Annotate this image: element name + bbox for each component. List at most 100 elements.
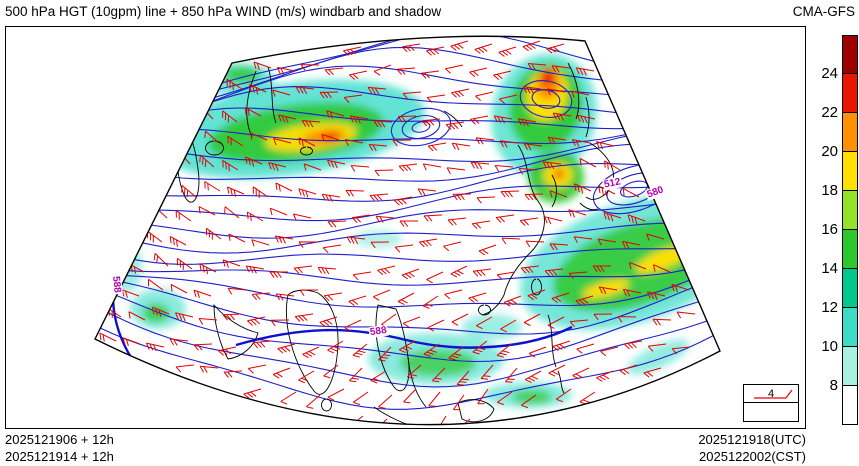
wind-barb bbox=[249, 84, 267, 95]
wind-barb bbox=[417, 188, 437, 196]
wind-barb bbox=[593, 313, 613, 321]
wind-barb bbox=[647, 343, 667, 352]
wind-barb bbox=[527, 289, 546, 301]
colorbar-block bbox=[842, 269, 858, 308]
wind-barb bbox=[619, 364, 638, 376]
wind-barb bbox=[346, 236, 366, 245]
wind-barb bbox=[298, 370, 315, 384]
wind-barb bbox=[475, 137, 495, 145]
wind-barb bbox=[604, 160, 621, 171]
wind-barb bbox=[169, 235, 187, 247]
wind-barb-legend-value: 4 bbox=[744, 385, 798, 403]
wind-barb bbox=[524, 370, 542, 384]
wind-barb bbox=[474, 43, 493, 54]
wind-barb-legend: 4 bbox=[743, 384, 799, 422]
wind-barb bbox=[351, 214, 371, 223]
wind-barb bbox=[274, 235, 294, 244]
wind-barb bbox=[445, 121, 465, 130]
wind-barb bbox=[555, 388, 572, 403]
valid-time-utc: 2025121918(UTC) bbox=[698, 432, 806, 447]
wind-barb bbox=[622, 187, 640, 198]
wind-barb bbox=[447, 217, 467, 226]
wind-barb bbox=[500, 319, 517, 333]
wind-barb bbox=[528, 346, 547, 358]
wind-barb bbox=[501, 237, 521, 245]
wind-barb bbox=[344, 139, 364, 147]
wind-barb bbox=[272, 89, 291, 97]
wind-barb bbox=[222, 313, 242, 321]
wind-barb bbox=[573, 236, 593, 244]
wind-barb bbox=[199, 154, 215, 168]
wind-barb bbox=[576, 114, 596, 124]
wind-barb bbox=[494, 165, 514, 172]
wind-barb bbox=[298, 241, 318, 248]
wind-barb bbox=[294, 313, 314, 322]
wind-barb bbox=[623, 340, 643, 350]
wind-barb bbox=[270, 319, 290, 327]
wind-barb bbox=[396, 67, 416, 75]
wind-barb bbox=[352, 391, 369, 406]
wind-barb bbox=[420, 70, 440, 79]
wind-barb bbox=[204, 181, 221, 192]
wind-barb bbox=[427, 142, 447, 152]
wind-barb bbox=[544, 268, 564, 277]
wind-barb bbox=[326, 110, 345, 119]
wind-barb bbox=[298, 137, 316, 147]
wind-barb bbox=[544, 216, 563, 225]
wind-barb bbox=[450, 265, 468, 278]
wind-barb bbox=[570, 90, 590, 98]
colorbar-tick-label: 12 bbox=[821, 299, 838, 316]
wind-barb bbox=[527, 63, 547, 71]
wind-barb bbox=[403, 388, 417, 404]
wind-barb bbox=[579, 158, 597, 168]
height-contour-line bbox=[95, 234, 720, 265]
wind-barb bbox=[175, 210, 192, 222]
wind-barb bbox=[525, 240, 545, 248]
wind-barb bbox=[277, 343, 296, 354]
height-contour-line bbox=[95, 220, 720, 254]
wind-barb bbox=[223, 370, 243, 378]
wind-barb bbox=[349, 70, 368, 80]
wind-barbs bbox=[99, 40, 696, 425]
wind-barb bbox=[344, 319, 362, 332]
wind-barb bbox=[643, 367, 662, 378]
wind-barb bbox=[452, 394, 465, 411]
wind-barb bbox=[222, 259, 241, 268]
wind-barb bbox=[503, 295, 522, 307]
wind-barb bbox=[493, 115, 513, 124]
height-contour-line bbox=[95, 302, 720, 410]
wind-barb bbox=[499, 94, 518, 104]
height-contour-line bbox=[95, 143, 720, 182]
wind-barb bbox=[175, 312, 194, 322]
wind-barb bbox=[368, 144, 388, 152]
wind-barb bbox=[653, 264, 671, 273]
map-plot-area: 4 512 580 588 588 bbox=[5, 26, 806, 429]
wind-barb bbox=[378, 346, 392, 362]
wind-barb bbox=[552, 340, 571, 352]
map-boundary bbox=[94, 35, 721, 426]
wind-barb bbox=[300, 64, 320, 71]
wind-barb bbox=[422, 295, 439, 309]
wind-barb bbox=[469, 67, 488, 78]
wind-barb bbox=[198, 206, 216, 216]
wind-barb bbox=[468, 292, 487, 303]
wind-barb bbox=[317, 266, 337, 275]
wind-barb bbox=[450, 40, 469, 51]
wind-barb bbox=[218, 346, 237, 356]
colorbar-block bbox=[842, 152, 858, 191]
wind-barb bbox=[370, 370, 387, 384]
wind-barb bbox=[193, 343, 213, 351]
footer-right: 2025121918(UTC) 2025122002(CST) bbox=[5, 431, 806, 465]
wind-barb bbox=[571, 139, 591, 147]
wind-barb bbox=[198, 318, 218, 325]
wind-barb bbox=[206, 227, 222, 240]
wind-barb bbox=[431, 367, 446, 383]
wind-barb bbox=[193, 289, 212, 299]
colorbar-tick-label: 16 bbox=[821, 221, 838, 238]
wind-barb bbox=[627, 214, 646, 225]
wind-barb bbox=[350, 165, 370, 172]
wind-barb bbox=[222, 110, 238, 123]
wind-barb bbox=[343, 46, 362, 56]
wind-barb bbox=[402, 91, 422, 100]
